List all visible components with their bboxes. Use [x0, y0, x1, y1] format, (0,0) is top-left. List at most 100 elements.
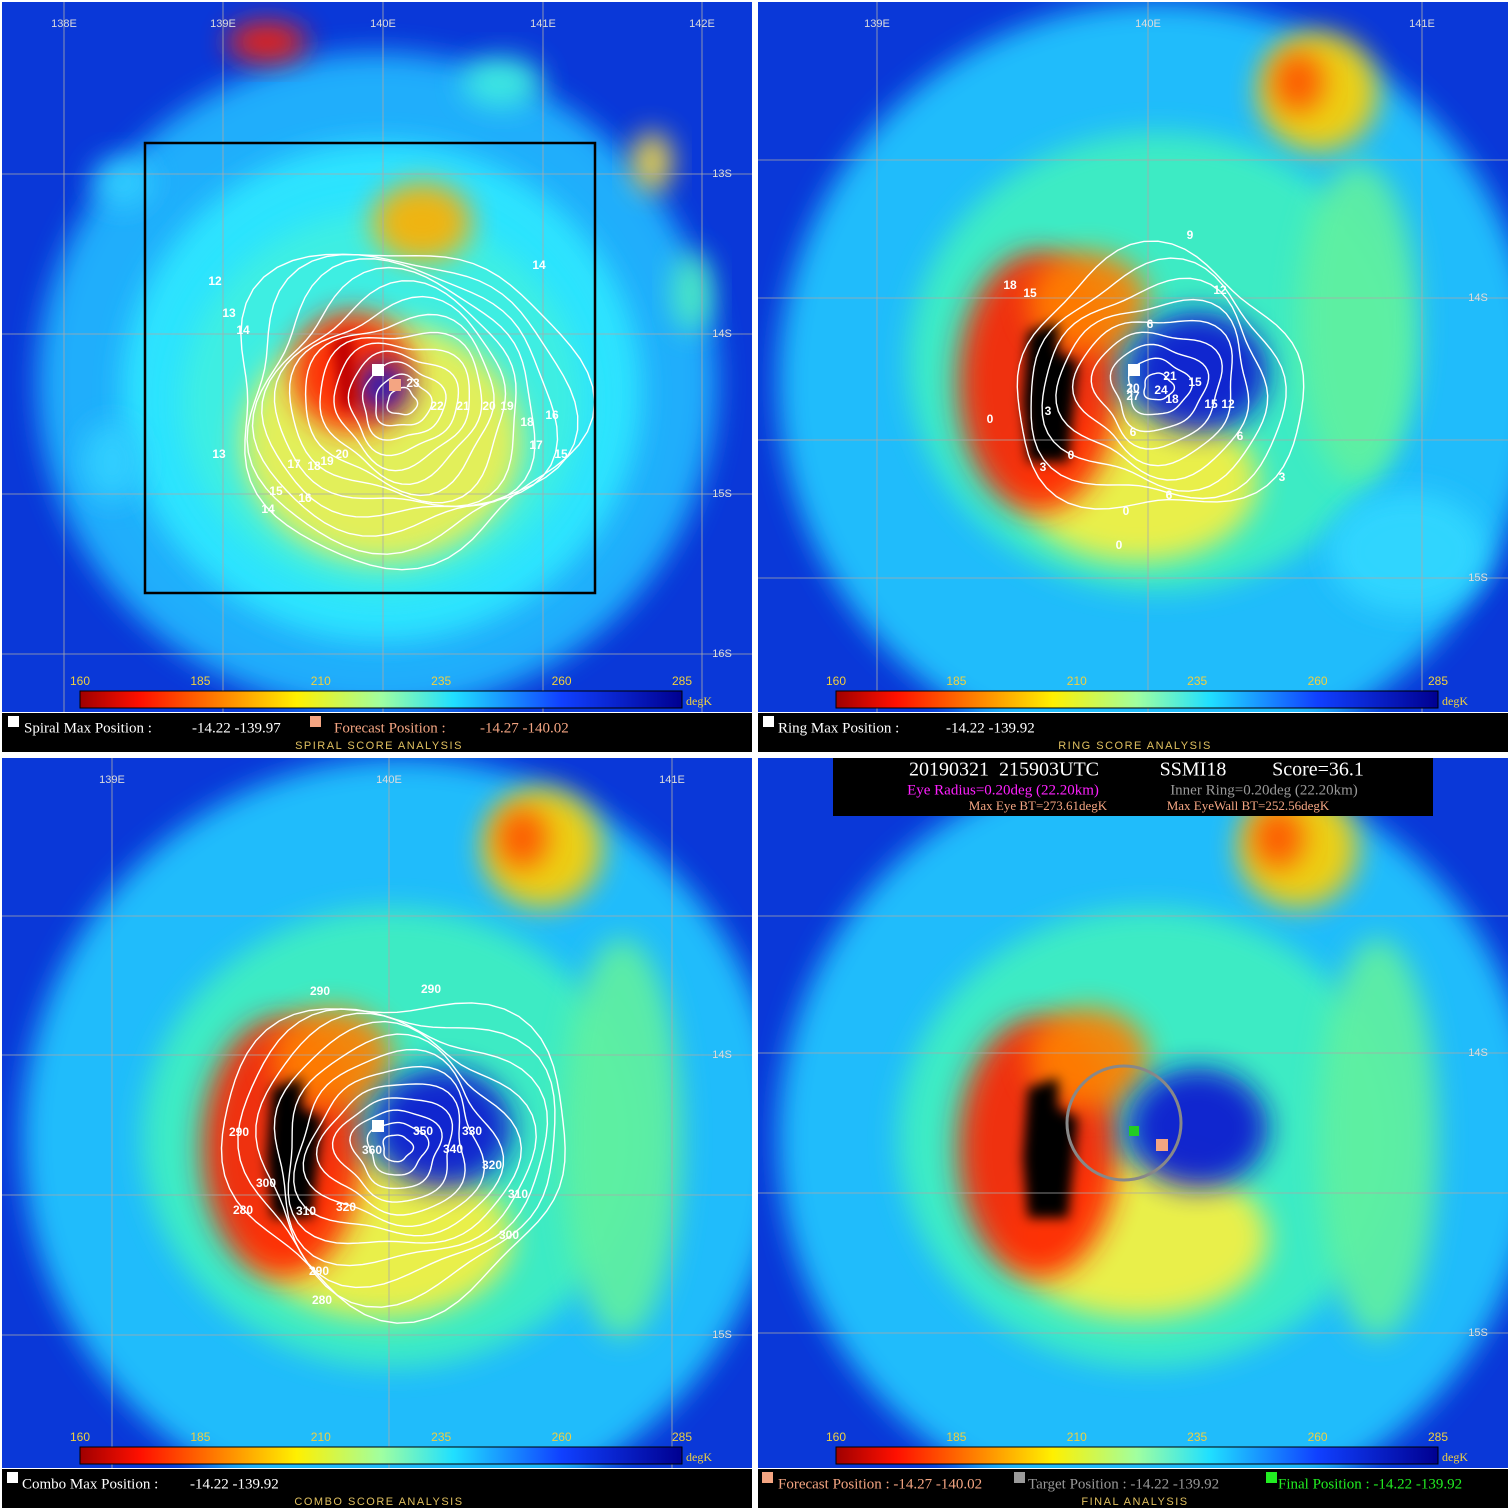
contour-label: 23	[406, 376, 420, 390]
header-text: Max EyeWall BT=252.56degK	[1167, 798, 1330, 813]
contour-label: 21	[1163, 369, 1177, 383]
contour-label: 18	[307, 459, 321, 473]
contour-label: 20	[1126, 381, 1140, 395]
colorbar-tick-label: 285	[672, 1430, 692, 1444]
contour	[1030, 257, 1287, 500]
colorbar-tick-label: 160	[826, 1430, 846, 1444]
inner-ring	[1065, 1064, 1183, 1182]
panel-title: SPIRAL SCORE ANALYSIS	[295, 740, 463, 752]
colorbar-tick-label: 235	[431, 674, 451, 688]
contour-label: 290	[309, 1264, 329, 1278]
colorbar	[835, 690, 1439, 709]
contour-label: 280	[312, 1293, 332, 1307]
colorbar-tick-label: 260	[1308, 674, 1328, 688]
contour	[288, 295, 507, 504]
colorbar-tick-label: 210	[311, 1430, 331, 1444]
lon-label: 140E	[1135, 18, 1161, 30]
contour-label: 18	[1165, 392, 1179, 406]
contour-label: 15	[1023, 286, 1037, 300]
colorbar-tick-label: 235	[1187, 1430, 1207, 1444]
colorbar-tick-label: 285	[1428, 1430, 1448, 1444]
header-text: Score=36.1	[1272, 759, 1364, 781]
contour	[331, 1097, 454, 1203]
blob	[1328, 492, 1488, 612]
blob	[1298, 162, 1418, 482]
lat-label: 14S	[1468, 1047, 1488, 1059]
lon-label: 142E	[689, 18, 715, 30]
blob	[372, 1068, 512, 1188]
contour-label: 20	[335, 447, 349, 461]
lon-label: 141E	[659, 774, 685, 786]
contour-label: 18	[1003, 278, 1017, 292]
footer-text: -14.22 -139.92	[946, 720, 1035, 736]
panel-title: RING SCORE ANALYSIS	[1058, 740, 1212, 752]
colorbar-tick-label: 160	[826, 674, 846, 688]
contour-label: 6	[1130, 425, 1137, 439]
forecast-marker	[389, 379, 401, 391]
max-position-marker	[372, 364, 384, 376]
lon-label: 139E	[864, 18, 890, 30]
colorbar-unit: degK	[1442, 1450, 1468, 1464]
lat-label: 15S	[712, 1329, 732, 1341]
contour-label: 340	[443, 1142, 463, 1156]
contour-label: 0	[1068, 448, 1075, 462]
blob	[357, 362, 407, 412]
contour-label: 12	[1221, 397, 1235, 411]
contour-label: 19	[500, 399, 514, 413]
contour-label: 19	[320, 454, 334, 468]
contour	[240, 253, 596, 571]
panel-title: FINAL ANALYSIS	[1081, 1496, 1188, 1508]
contour-label: 300	[499, 1228, 519, 1242]
contour	[304, 313, 495, 497]
contour	[1055, 298, 1250, 481]
colorbar-tick-label: 185	[190, 674, 210, 688]
blob	[82, 422, 142, 502]
footer-text: -14.22 -139.92	[190, 1476, 279, 1492]
contour-label: 310	[296, 1204, 316, 1218]
lat-label: 15S	[1468, 1327, 1488, 1339]
image	[2, 2, 752, 712]
max-position-marker	[372, 1120, 384, 1132]
contour-label: 13	[222, 306, 236, 320]
contour	[375, 373, 433, 427]
max-position-marker	[1128, 364, 1140, 376]
lon-label: 138E	[51, 18, 77, 30]
blob	[562, 938, 682, 1338]
colorbar-tick-label: 285	[1428, 674, 1448, 688]
footer-text: Ring Max Position :	[778, 720, 899, 736]
panel: 138E 139E 140E 141E 142E13S14S15S16S12131414…	[2, 2, 752, 752]
blob	[1128, 1068, 1268, 1188]
footer-text: -14.27 -140.02	[480, 720, 569, 736]
contour-label: 14	[236, 323, 250, 337]
footer-text: -14.22 -139.97	[192, 720, 281, 736]
colorbar	[79, 690, 683, 709]
footer-marker	[762, 1472, 773, 1483]
footer-text: Forecast Position : -14.27 -140.02	[778, 1476, 982, 1492]
panel-title: COMBO SCORE ANALYSIS	[294, 1496, 463, 1508]
header-text: Inner Ring=0.20deg (22.20km)	[1170, 782, 1358, 798]
contour-label: 24	[1154, 383, 1168, 397]
contour-label: 17	[529, 438, 543, 452]
header-text: Eye Radius=0.20deg (22.20km)	[907, 782, 1099, 798]
contour-label: 6	[1166, 488, 1173, 502]
footer-marker	[1014, 1472, 1025, 1483]
colorbar-tick-label: 185	[946, 1430, 966, 1444]
contour	[246, 253, 579, 555]
colorbar-tick-label: 185	[190, 1430, 210, 1444]
lat-label: 16S	[712, 648, 732, 660]
image	[2, 758, 752, 1468]
contour	[273, 280, 517, 508]
lat-label: 15S	[712, 488, 732, 500]
contour	[319, 331, 483, 486]
contour	[1143, 372, 1176, 401]
contour-label: 9	[1187, 228, 1194, 242]
contour	[382, 1134, 415, 1163]
footer-marker	[310, 716, 321, 727]
footer	[2, 1469, 752, 1508]
header-text: 20190321 215903UTC	[909, 759, 1099, 781]
contour-label: 15	[269, 484, 283, 498]
colorbar	[835, 1446, 1439, 1465]
lat-label: 14S	[712, 1049, 732, 1061]
panel: 139E 140E 141E 14S 15S 9 12 18 15 6 20 21 15 24 27 18 15…	[758, 2, 1508, 752]
contour-label: 20	[482, 399, 496, 413]
